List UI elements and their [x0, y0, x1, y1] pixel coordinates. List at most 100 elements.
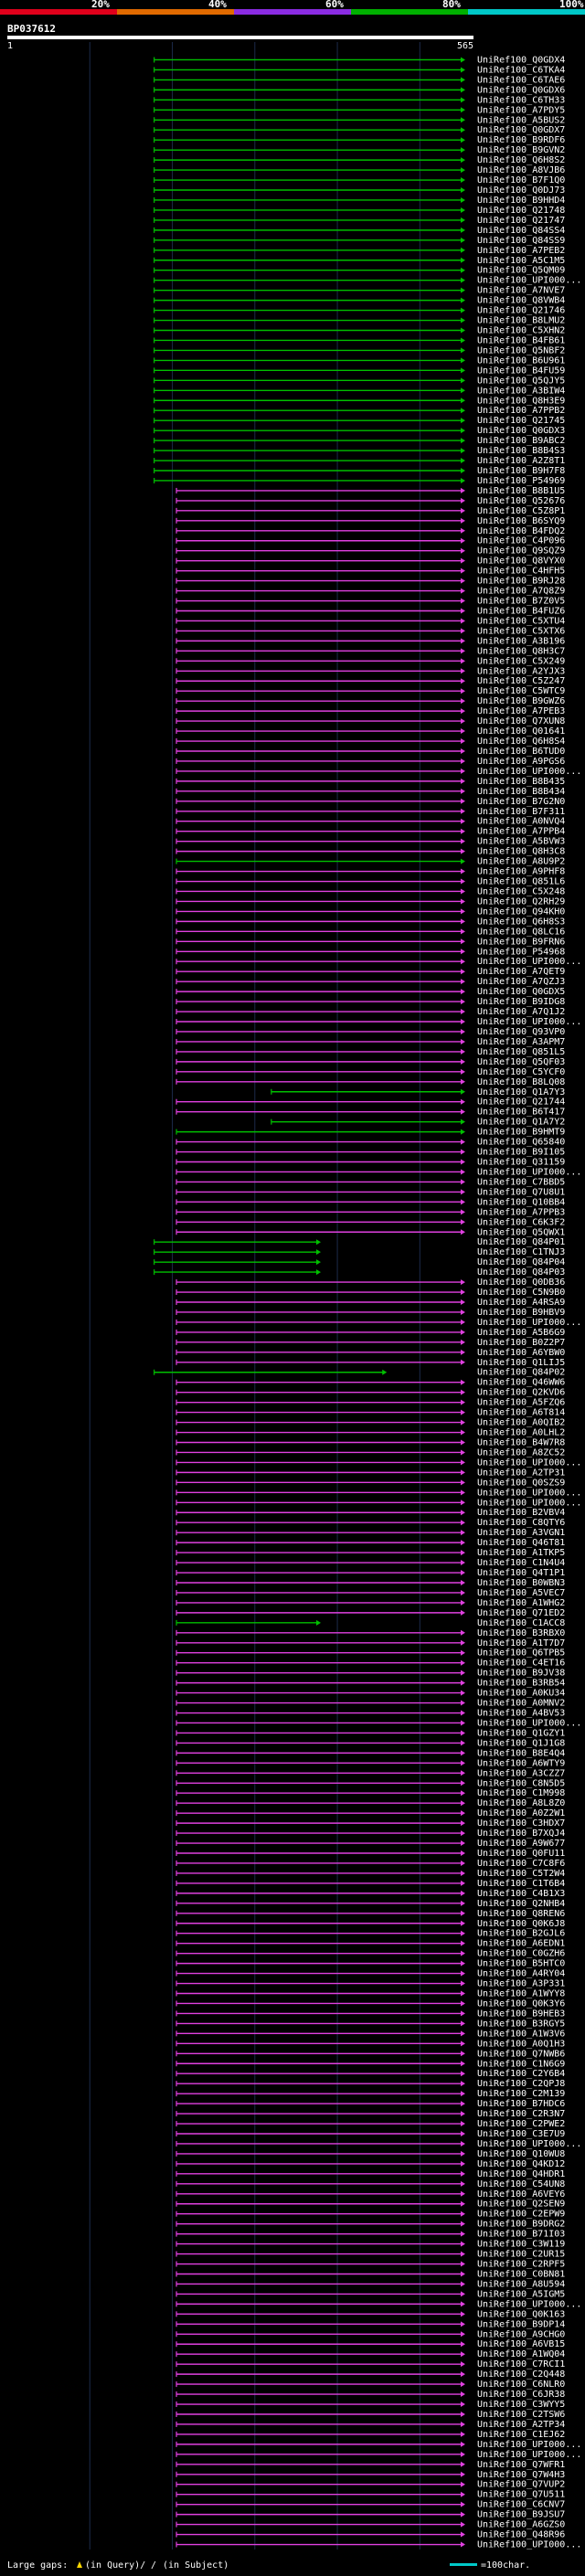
hit-row[interactable]: UniRef100_C6K3F2 [176, 1217, 565, 1227]
hit-name[interactable]: UniRef100_A1W3V6 [477, 2029, 565, 2039]
hit-row[interactable]: UniRef100_A5BUS2 [154, 115, 566, 125]
hit-name[interactable]: UniRef100_P54969 [477, 476, 565, 486]
hit-name[interactable]: UniRef100_Q10WU8 [477, 2149, 565, 2159]
hit-row[interactable]: UniRef100_C4P096 [176, 536, 565, 546]
hit-name[interactable]: UniRef100_A1WYY8 [477, 1989, 565, 1999]
hit-name[interactable]: UniRef100_C4ET16 [477, 1659, 565, 1669]
hit-row[interactable]: UniRef100_Q7U8U1 [176, 1187, 565, 1197]
hit-row[interactable]: UniRef100_Q5QM09 [154, 266, 566, 276]
hit-row[interactable]: UniRef100_A5FZQ6 [176, 1398, 565, 1408]
hit-row[interactable]: UniRef100_Q0GDX5 [176, 987, 565, 997]
hit-row[interactable]: UniRef100_A7Q1J2 [176, 1007, 565, 1017]
hit-row[interactable]: UniRef100_C1N4U4 [176, 1558, 565, 1568]
hit-name[interactable]: UniRef100_A0LHL2 [477, 1428, 565, 1438]
hit-name[interactable]: UniRef100_B9IDG8 [477, 997, 565, 1007]
hit-name[interactable]: UniRef100_B4FDQ2 [477, 526, 565, 536]
hit-name[interactable]: UniRef100_C4B1X3 [477, 1889, 565, 1899]
hit-name[interactable]: UniRef100_B8B435 [477, 777, 565, 787]
hit-row[interactable]: UniRef100_Q46T81 [176, 1538, 565, 1548]
hit-row[interactable]: UniRef100_B9I105 [176, 1148, 565, 1158]
hit-name[interactable]: UniRef100_B0Z2P7 [477, 1338, 565, 1348]
hit-row[interactable]: UniRef100_Q7XUN8 [176, 716, 565, 726]
hit-name[interactable]: UniRef100_Q8LC16 [477, 927, 565, 937]
hit-row[interactable]: UniRef100_B9HHD4 [154, 196, 566, 206]
hit-row[interactable]: UniRef100_A8U9P2 [176, 857, 565, 867]
hit-name[interactable]: UniRef100_A7QZJ3 [477, 977, 565, 987]
hit-row[interactable]: UniRef100_A8U594 [176, 2279, 565, 2289]
hit-row[interactable]: UniRef100_Q8H3C7 [176, 646, 565, 656]
hit-name[interactable]: UniRef100_Q0GDX3 [477, 426, 565, 436]
hit-name[interactable]: UniRef100_A6EDN1 [477, 1939, 565, 1949]
hit-row[interactable]: UniRef100_A0LHL2 [176, 1428, 565, 1438]
hit-row[interactable]: UniRef100_UPI000... [176, 2540, 581, 2550]
hit-row[interactable]: UniRef100_A5VEC7 [176, 1588, 565, 1598]
hit-row[interactable]: UniRef100_A3BIW4 [154, 386, 566, 396]
hit-row[interactable]: UniRef100_Q1J1G8 [176, 1738, 565, 1748]
hit-name[interactable]: UniRef100_C2TSW6 [477, 2410, 565, 2420]
hit-row[interactable]: UniRef100_A2TP31 [176, 1468, 565, 1478]
hit-row[interactable]: UniRef100_A9PGS6 [176, 757, 565, 767]
hit-row[interactable]: UniRef100_A0KU34 [176, 1689, 565, 1699]
hit-row[interactable]: UniRef100_A9W677 [176, 1839, 565, 1849]
hit-name[interactable]: UniRef100_A6VB15 [477, 2339, 565, 2349]
hit-name[interactable]: UniRef100_C5XHN2 [477, 326, 565, 336]
hit-row[interactable]: UniRef100_Q0GDX6 [154, 85, 566, 95]
hit-row[interactable]: UniRef100_B4FDQ2 [176, 526, 565, 536]
hit-row[interactable]: UniRef100_C2R3N7 [176, 2109, 565, 2119]
hit-name[interactable]: UniRef100_Q65840 [477, 1138, 565, 1148]
hit-name[interactable]: UniRef100_B8LQ08 [477, 1077, 565, 1087]
hit-name[interactable]: UniRef100_A1T7D7 [477, 1638, 565, 1648]
hit-name[interactable]: UniRef100_C4HFH5 [477, 567, 565, 577]
hit-row[interactable]: UniRef100_Q1GZY1 [176, 1728, 565, 1738]
hit-name[interactable]: UniRef100_A6YBW0 [477, 1348, 565, 1358]
hit-name[interactable]: UniRef100_Q4T1P1 [477, 1568, 565, 1578]
hit-row[interactable]: UniRef100_C6TAE6 [154, 75, 566, 85]
hit-row[interactable]: UniRef100_A7PPB4 [176, 827, 565, 837]
hit-row[interactable]: UniRef100_UPI000... [176, 2450, 581, 2460]
hit-name[interactable]: UniRef100_A7PDY5 [477, 105, 565, 115]
hit-row[interactable]: UniRef100_Q9SQZ9 [176, 546, 565, 557]
hit-name[interactable]: UniRef100_C7C8F6 [477, 1859, 565, 1869]
hit-row[interactable]: UniRef100_Q4KD12 [176, 2159, 565, 2169]
hit-row[interactable]: UniRef100_Q5QJY5 [154, 376, 566, 386]
hit-row[interactable]: UniRef100_P54969 [154, 476, 566, 486]
hit-name[interactable]: UniRef100_C1EJ62 [477, 2430, 565, 2440]
hit-row[interactable]: UniRef100_C2PWE2 [176, 2119, 565, 2129]
hit-name[interactable]: UniRef100_B7F1Q0 [477, 175, 565, 186]
hit-name[interactable]: UniRef100_B71I03 [477, 2230, 565, 2240]
hit-name[interactable]: UniRef100_A7PPB2 [477, 406, 565, 416]
hit-row[interactable]: UniRef100_A2Z8T1 [154, 456, 566, 466]
hit-row[interactable]: UniRef100_C54UN8 [176, 2179, 565, 2189]
hit-name[interactable]: UniRef100_Q52676 [477, 496, 565, 506]
hit-row[interactable]: UniRef100_A1WHG2 [176, 1598, 565, 1608]
hit-name[interactable]: UniRef100_A9CHG0 [477, 2329, 565, 2339]
hit-name[interactable]: UniRef100_A7PPB3 [477, 1207, 565, 1217]
hit-row[interactable]: UniRef100_A5IGM5 [176, 2289, 565, 2299]
hit-name[interactable]: UniRef100_C2M139 [477, 2089, 565, 2099]
hit-name[interactable]: UniRef100_Q46WW6 [477, 1378, 565, 1388]
hit-name[interactable]: UniRef100_B6TUD0 [477, 747, 565, 757]
hit-row[interactable]: UniRef100_C3HDX7 [176, 1818, 565, 1829]
hit-row[interactable]: UniRef100_B6T417 [176, 1108, 565, 1118]
hit-name[interactable]: UniRef100_A8L8Z0 [477, 1798, 565, 1808]
hit-row[interactable]: UniRef100_A3VGN1 [176, 1528, 565, 1538]
hit-name[interactable]: UniRef100_UPI000... [477, 276, 581, 286]
hit-row[interactable]: UniRef100_B9IDG8 [176, 997, 565, 1007]
hit-name[interactable]: UniRef100_C1M998 [477, 1788, 565, 1798]
hit-row[interactable]: UniRef100_B9HEB3 [176, 2009, 565, 2019]
hit-row[interactable]: UniRef100_C2RPF5 [176, 2260, 565, 2270]
hit-row[interactable]: UniRef100_C3E7U9 [176, 2129, 565, 2139]
hit-row[interactable]: UniRef100_C6JR38 [176, 2390, 565, 2400]
hit-row[interactable]: UniRef100_Q4T1P1 [176, 1568, 565, 1578]
hit-row[interactable]: UniRef100_A6VB15 [176, 2339, 565, 2349]
hit-row[interactable]: UniRef100_Q6H8S3 [176, 917, 565, 927]
hit-name[interactable]: UniRef100_UPI000... [477, 1167, 581, 1177]
hit-name[interactable]: UniRef100_C5N9B0 [477, 1288, 565, 1298]
hit-row[interactable]: UniRef100_C1EJ62 [176, 2430, 565, 2440]
hit-name[interactable]: UniRef100_Q0SZS9 [477, 1478, 565, 1488]
hit-row[interactable]: UniRef100_C6CNV7 [176, 2500, 565, 2510]
hit-row[interactable]: UniRef100_Q0GDX7 [154, 125, 566, 135]
hit-row[interactable]: UniRef100_B9JSU7 [176, 2510, 565, 2520]
hit-row[interactable]: UniRef100_A5C1M5 [154, 256, 566, 266]
hit-row[interactable]: UniRef100_B7XQJ4 [176, 1829, 565, 1839]
